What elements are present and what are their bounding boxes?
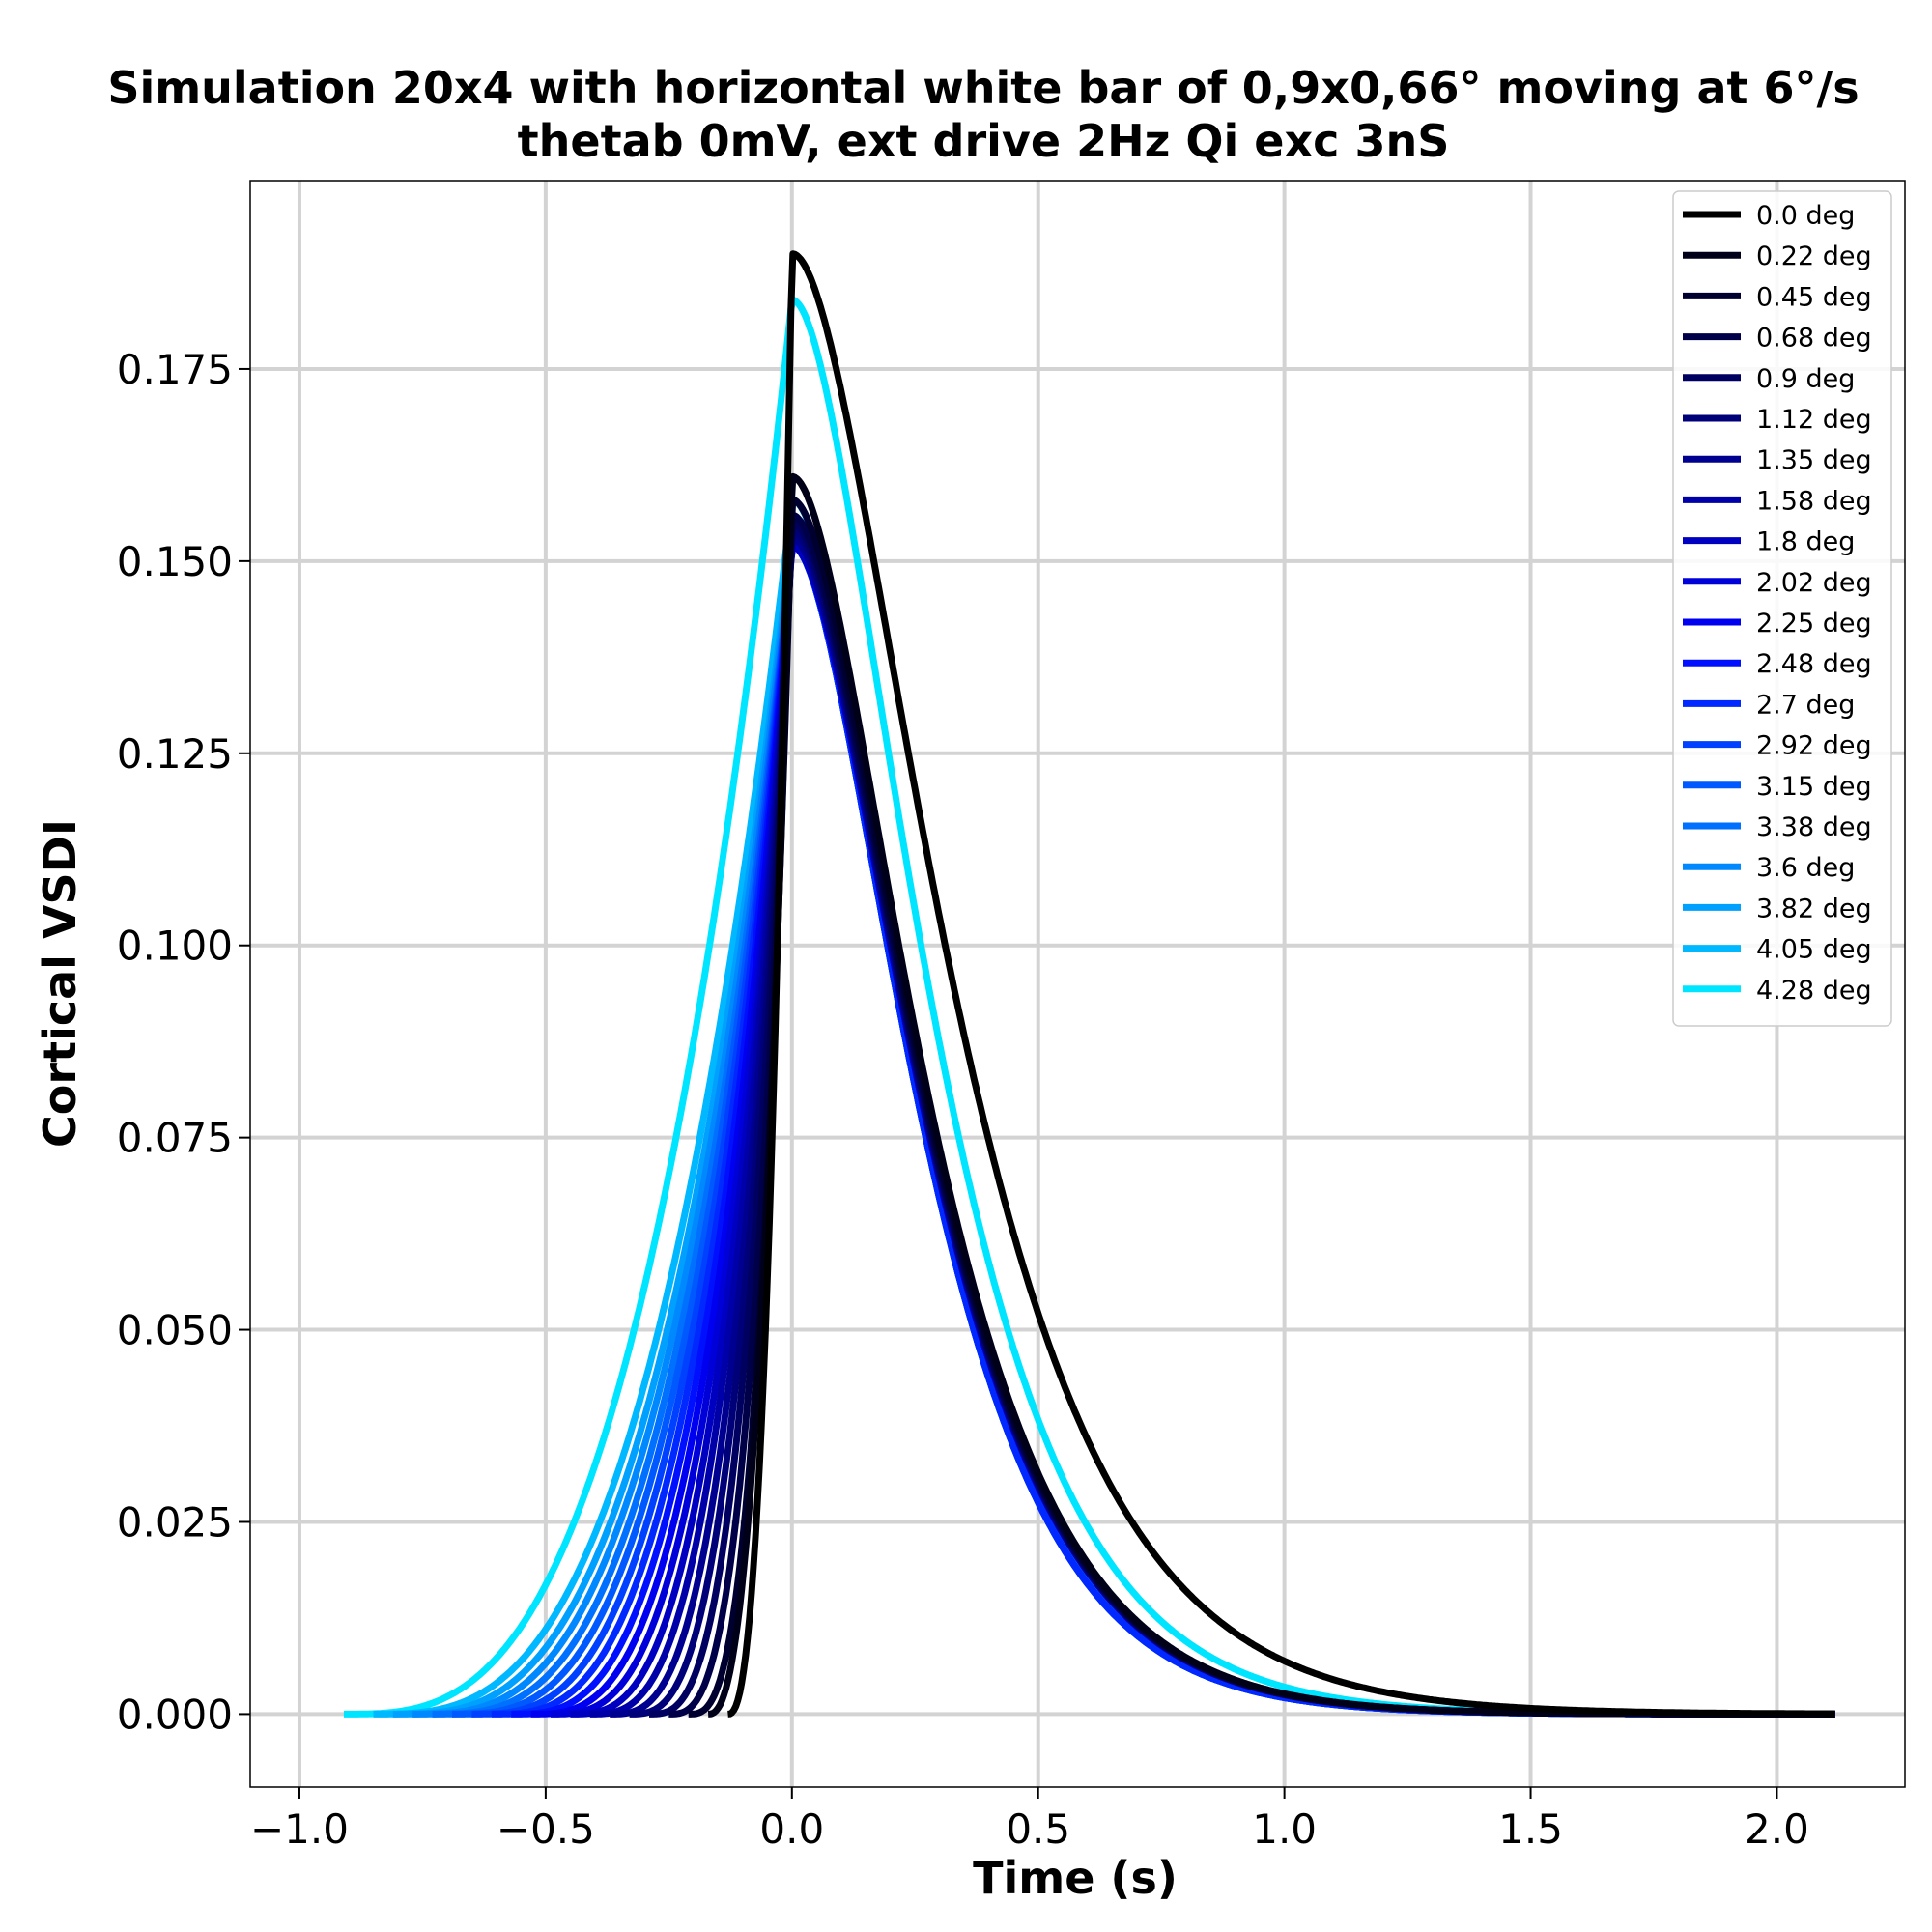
y-tick-label: 0.025 <box>117 1498 233 1546</box>
y-tick-label: 0.175 <box>117 346 233 393</box>
chart-title: Simulation 20x4 with horizontal white ba… <box>107 62 1859 114</box>
series-line-1-12-deg <box>628 526 1837 1718</box>
x-tick-label: 1.0 <box>1252 1805 1317 1853</box>
legend-box <box>1672 190 1892 1027</box>
y-tick-label: 0.050 <box>117 1307 233 1354</box>
x-tick-label: 1.5 <box>1498 1805 1563 1853</box>
legend-label: 0.0 deg <box>1756 201 1855 231</box>
legend-label: 0.9 deg <box>1756 364 1855 394</box>
x-tick-label: 0.5 <box>1006 1805 1070 1853</box>
x-tick-label: 0.0 <box>759 1805 824 1853</box>
legend-label: 2.7 deg <box>1756 690 1855 720</box>
legend-label: 3.15 deg <box>1756 772 1872 802</box>
series-line-3-82-deg <box>391 526 1837 1718</box>
x-tick-label: −1.0 <box>250 1805 349 1853</box>
y-axis-label: Cortical VSDI <box>34 819 86 1148</box>
series-line-4-05-deg <box>372 496 1837 1718</box>
legend-label: 4.05 deg <box>1756 935 1872 965</box>
legend-label: 1.58 deg <box>1756 486 1872 516</box>
legend-label: 3.38 deg <box>1756 812 1872 842</box>
series-line-0-45-deg <box>687 496 1837 1718</box>
series-line-4-28-deg <box>342 296 1837 1718</box>
y-tick-label: 0.125 <box>117 730 233 778</box>
plot-frame <box>249 180 1906 1788</box>
y-tick-label: 0.100 <box>117 923 233 970</box>
legend-label: 0.45 deg <box>1756 282 1872 312</box>
legend-label: 3.6 deg <box>1756 853 1855 883</box>
legend-label: 4.28 deg <box>1756 976 1872 1006</box>
series-line-2-7-deg <box>490 542 1837 1718</box>
legend-label: 2.25 deg <box>1756 609 1872 639</box>
legend-label: 1.12 deg <box>1756 405 1872 435</box>
legend-label: 0.22 deg <box>1756 242 1872 271</box>
legend-label: 1.8 deg <box>1756 527 1855 557</box>
series-lines <box>342 250 1837 1718</box>
legend-label: 3.82 deg <box>1756 894 1872 923</box>
legend-label: 0.68 deg <box>1756 324 1872 354</box>
legend-label: 2.48 deg <box>1756 649 1872 679</box>
grid-lines <box>250 181 1905 1787</box>
axis-ticks: −1.0 −0.5 0.0 0.5 1.0 1.5 2.0 0.000 0.025 0.050 0.… <box>117 346 1809 1853</box>
x-tick-label: 2.0 <box>1745 1805 1809 1853</box>
legend-label: 2.02 deg <box>1756 568 1872 598</box>
y-tick-label: 0.150 <box>117 538 233 585</box>
series-line-0-9-deg <box>647 519 1837 1718</box>
y-tick-label: 0.000 <box>117 1690 233 1738</box>
legend-label: 1.35 deg <box>1756 445 1872 475</box>
y-tick-label: 0.075 <box>117 1115 233 1162</box>
legend: 0.0 deg 0.22 deg 0.45 deg 0.68 deg 0.9 deg 1.… <box>1672 190 1892 1027</box>
x-axis-label: Time (s) <box>973 1852 1178 1904</box>
x-tick-label: −0.5 <box>497 1805 595 1853</box>
legend-label: 2.92 deg <box>1756 731 1872 761</box>
series-line-0-0-deg <box>726 250 1837 1718</box>
chart-subtitle: thetab 0mV, ext drive 2Hz Qi exc 3nS <box>518 115 1450 167</box>
